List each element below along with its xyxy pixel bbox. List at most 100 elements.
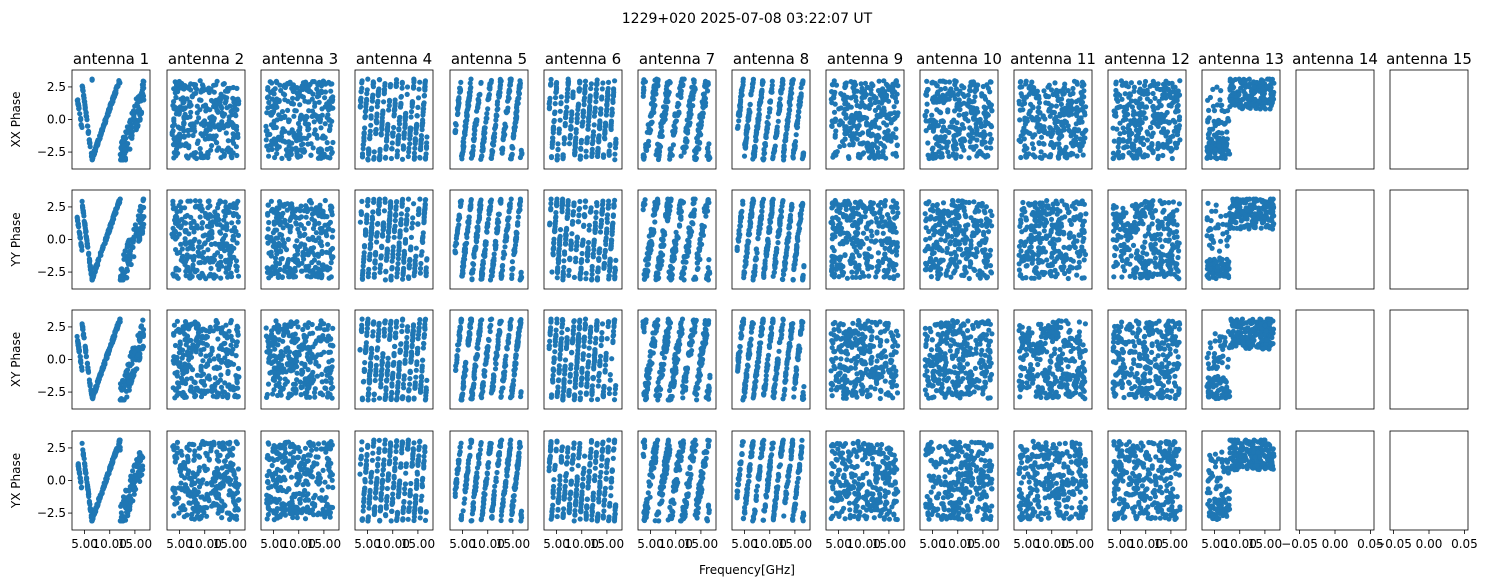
data-point (207, 203, 213, 209)
data-point (930, 79, 936, 85)
data-point (212, 252, 218, 258)
data-point (593, 99, 599, 105)
data-point (832, 116, 839, 122)
data-point (959, 136, 965, 142)
data-point (459, 156, 465, 162)
data-point (509, 145, 515, 151)
data-point (1150, 120, 1156, 126)
data-point (878, 140, 884, 147)
data-point (407, 125, 413, 131)
data-point (953, 152, 959, 158)
data-point (548, 76, 554, 83)
data-point (566, 141, 573, 147)
data-point (800, 153, 806, 159)
panel-title: antenna 11 (1010, 50, 1096, 68)
data-point (965, 118, 971, 124)
data-point (838, 121, 844, 127)
data-point (410, 85, 417, 91)
data-point (309, 216, 315, 222)
data-point (389, 146, 395, 152)
data-point (192, 128, 198, 134)
data-point (171, 99, 177, 105)
data-point (178, 96, 184, 102)
data-point (1163, 78, 1169, 84)
data-point (191, 253, 197, 259)
scatter-points (74, 196, 147, 283)
data-point (358, 95, 364, 101)
data-point (77, 111, 83, 117)
data-point (484, 111, 490, 117)
data-point (923, 118, 929, 124)
data-point (841, 142, 847, 149)
data-point (479, 148, 485, 154)
data-point (208, 241, 214, 247)
data-point (1156, 98, 1162, 105)
data-point (596, 137, 602, 144)
panel-frame (919, 69, 999, 170)
data-point (647, 130, 653, 136)
scatter-points (828, 78, 901, 161)
data-point (308, 141, 314, 147)
data-point (1140, 141, 1147, 147)
data-point (653, 91, 659, 97)
data-point (199, 220, 206, 226)
data-point (221, 248, 228, 254)
data-point (289, 146, 295, 152)
data-point (761, 156, 767, 162)
data-point (357, 104, 363, 110)
data-point (1021, 97, 1027, 103)
data-point (421, 106, 427, 112)
data-point (597, 125, 603, 131)
data-point (858, 81, 864, 87)
data-point (312, 264, 319, 270)
data-point (131, 226, 137, 232)
data-point (769, 78, 775, 84)
data-point (488, 80, 494, 86)
data-point (399, 80, 405, 87)
data-point (561, 135, 567, 141)
data-point (185, 132, 192, 138)
data-point (75, 97, 81, 103)
data-point (744, 124, 750, 130)
data-point (1057, 133, 1063, 139)
data-point (641, 77, 647, 83)
data-point (560, 152, 566, 158)
data-point (303, 214, 309, 220)
data-point (1115, 98, 1121, 104)
data-point (774, 124, 780, 130)
data-point (223, 98, 229, 104)
data-point (1053, 90, 1059, 96)
data-point (482, 130, 488, 136)
data-point (843, 124, 849, 130)
data-point (847, 142, 853, 148)
data-point (279, 155, 285, 161)
data-point (233, 205, 239, 211)
data-point (1165, 138, 1171, 144)
data-point (377, 77, 383, 83)
data-point (191, 238, 197, 244)
data-point (319, 250, 325, 256)
scatter-points (169, 78, 242, 162)
data-point (1264, 83, 1270, 90)
data-point (552, 110, 558, 117)
data-point (304, 273, 310, 279)
data-point (578, 146, 584, 152)
scatter-points (1016, 78, 1089, 161)
data-point (1110, 150, 1116, 156)
data-point (681, 76, 687, 82)
data-point (1016, 137, 1022, 143)
panel-r1-c4: antenna 4 (354, 50, 434, 170)
data-point (783, 131, 789, 137)
data-point (582, 78, 589, 84)
data-point (231, 201, 237, 207)
data-point (82, 104, 88, 110)
data-point (231, 254, 237, 260)
data-point (381, 91, 387, 97)
data-point (602, 124, 609, 130)
data-point (359, 85, 365, 91)
data-point (202, 102, 209, 108)
data-point (197, 146, 203, 152)
data-point (852, 82, 859, 88)
data-point (505, 105, 511, 111)
data-point (419, 127, 425, 133)
